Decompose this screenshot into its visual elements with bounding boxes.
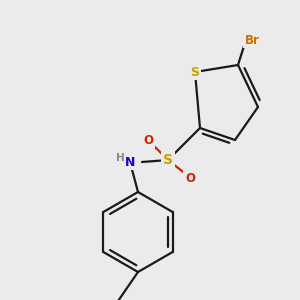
Text: O: O: [143, 134, 153, 146]
Text: S: S: [190, 65, 200, 79]
Text: H: H: [116, 153, 124, 163]
Text: O: O: [185, 172, 195, 184]
Text: Br: Br: [244, 34, 260, 46]
Text: S: S: [163, 153, 173, 167]
Text: N: N: [125, 155, 135, 169]
